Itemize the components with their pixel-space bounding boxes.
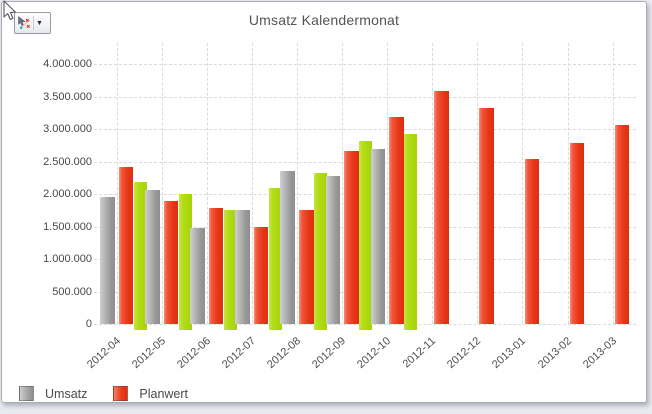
x-axis-label: 2012-06 <box>174 335 213 371</box>
v-gridline <box>387 43 389 324</box>
bar-planwert-2013-01[interactable] <box>524 158 539 324</box>
x-axis-label: 2012-07 <box>219 335 258 371</box>
bar-planwert-2012-08[interactable] <box>299 209 314 324</box>
x-axis-label: 2012-04 <box>84 335 123 371</box>
bar-series3-2012-09[interactable] <box>359 141 372 330</box>
x-axis-label: 2013-02 <box>535 335 574 371</box>
h-gridline <box>94 129 636 130</box>
bar-planwert-2012-04[interactable] <box>118 166 134 324</box>
bar-series3-2012-07[interactable] <box>268 188 282 330</box>
y-axis-tick-label: 3.000.000 <box>43 123 92 135</box>
bar-series3-2012-05[interactable] <box>178 194 192 330</box>
y-axis-tick-label: 0 <box>85 318 92 330</box>
v-gridline <box>206 43 208 324</box>
x-axis-label: 2012-11 <box>400 335 439 371</box>
v-gridline <box>342 43 343 324</box>
x-axis-label: 2012-08 <box>264 335 303 371</box>
button-divider <box>33 16 34 30</box>
legend-item-umsatz[interactable]: Umsatz <box>19 386 87 401</box>
y-axis-tick-label: 2.000.000 <box>43 188 92 200</box>
x-axis-label: 2012-05 <box>129 335 168 371</box>
bar-umsatz-2012-08[interactable] <box>280 171 295 324</box>
chart-selector-icon <box>17 15 32 30</box>
bar-series3-2012-06[interactable] <box>223 209 237 330</box>
bar-planwert-2013-02[interactable] <box>569 142 585 324</box>
v-gridline <box>522 43 524 324</box>
h-gridline <box>94 64 636 65</box>
chart-type-button[interactable]: ▼ <box>14 12 51 34</box>
dropdown-caret-icon[interactable]: ▼ <box>36 19 43 27</box>
legend-label: Planwert <box>139 386 189 401</box>
v-gridline <box>161 43 163 324</box>
bar-umsatz-2012-05[interactable] <box>145 190 160 324</box>
bar-planwert-2012-07[interactable] <box>253 226 269 324</box>
x-axis-label: 2013-03 <box>580 335 619 371</box>
legend-item-planwert[interactable]: Planwert <box>113 386 188 401</box>
y-axis-tick-label: 500.000 <box>52 285 92 298</box>
y-axis-tick-label: 3.500.000 <box>43 90 92 103</box>
legend-swatch-umsatz <box>19 386 34 401</box>
bar-umsatz-2012-09[interactable] <box>325 175 340 324</box>
bar-planwert-2012-10[interactable] <box>389 117 404 324</box>
legend-swatch-planwert <box>113 386 129 401</box>
bar-series3-2012-08[interactable] <box>313 173 327 330</box>
chart-panel: ▼ Umsatz Kalendermonat 0 500.000 1.000.000… <box>1 1 647 403</box>
v-gridline <box>251 43 253 324</box>
legend: Umsatz Planwert <box>19 386 214 401</box>
v-gridline <box>612 43 614 324</box>
v-gridline <box>567 43 569 324</box>
y-axis-tick-label: 1.000.000 <box>43 253 92 265</box>
y-axis-tick-label: 4.000.000 <box>43 58 92 70</box>
bar-umsatz-2012-07[interactable] <box>235 210 250 324</box>
bar-umsatz-2012-04[interactable] <box>100 197 115 324</box>
bar-planwert-2012-11[interactable] <box>434 91 449 324</box>
bar-umsatz-2012-06[interactable] <box>190 228 205 324</box>
y-axis-tick-label: 1.500.000 <box>43 220 92 233</box>
x-axis-label: 2012-12 <box>445 335 484 371</box>
bar-planwert-2012-12[interactable] <box>479 108 494 324</box>
x-axis-label: 2012-09 <box>309 335 349 371</box>
v-gridline <box>296 43 298 324</box>
x-axis-label: 2012-10 <box>355 335 394 371</box>
v-gridline <box>432 43 434 324</box>
v-gridline <box>477 43 479 324</box>
y-axis-tick-label: 2.500.000 <box>43 155 92 168</box>
v-gridline <box>116 43 118 324</box>
bar-series3-2012-10[interactable] <box>404 134 418 330</box>
bar-umsatz-2012-10[interactable] <box>370 148 386 324</box>
bar-planwert-2012-05[interactable] <box>163 201 179 324</box>
bar-planwert-2012-06[interactable] <box>208 208 224 324</box>
x-axis-label: 2013-01 <box>490 335 529 371</box>
chart-title: Umsatz Kalendermonat <box>248 12 400 28</box>
bar-series3-2012-04[interactable] <box>133 182 147 330</box>
bar-planwert-2013-03[interactable] <box>614 125 630 324</box>
legend-label: Umsatz <box>45 386 88 401</box>
h-gridline <box>94 96 636 98</box>
bar-planwert-2012-09[interactable] <box>344 151 359 324</box>
